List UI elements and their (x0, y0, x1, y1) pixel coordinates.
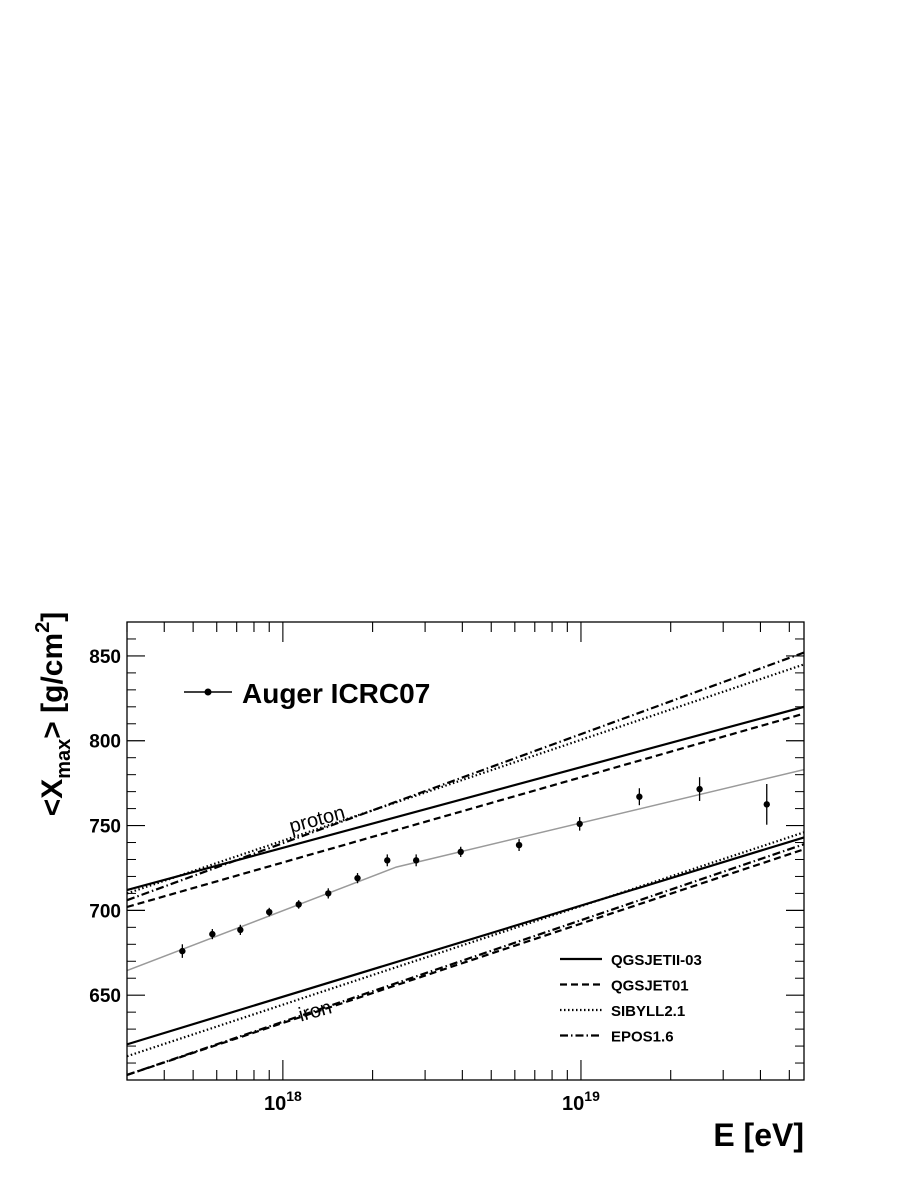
y-axis-title-post: ] (36, 612, 69, 622)
data-point (179, 947, 186, 955)
y-tick-label: 650 (89, 986, 121, 1007)
fit-curve-layer (127, 768, 804, 972)
data-point (325, 890, 332, 897)
x-tick-label-exponent: 19 (584, 1088, 600, 1104)
legend-model-label: QGSJET01 (611, 978, 689, 995)
model-line-dashed-proton (127, 712, 804, 909)
x-tick-label-base: 10 (264, 1093, 286, 1115)
x-axis-title: E [eV] (713, 1117, 804, 1153)
data-point (576, 820, 583, 828)
legend-model-label: SIBYLL2.1 (611, 1003, 685, 1020)
data-point (354, 874, 361, 882)
legend-auger-label: Auger ICRC07 (242, 678, 430, 709)
data-point (457, 848, 464, 856)
model-line-dashdot-proton (127, 651, 804, 902)
x-tick-label: 1019 (562, 1088, 600, 1115)
data-point (237, 926, 244, 934)
y-axis-title-pre: <X (36, 779, 69, 817)
legend-model-label: QGSJETII-03 (611, 952, 702, 969)
data-point (696, 785, 703, 793)
y-tick-label: 750 (89, 817, 121, 838)
model-line-dashed-iron (127, 848, 804, 1076)
y-axis-title: <Xmax> [g/cm2] (32, 612, 75, 817)
plot-frame (126, 621, 805, 1081)
data-point (515, 841, 523, 849)
data-point (384, 857, 391, 864)
y-tick-label: 850 (89, 647, 121, 668)
y-axis-title-sub: max (53, 739, 75, 779)
model-lines (127, 651, 804, 1076)
fit-curve (127, 768, 804, 972)
data-point (209, 930, 216, 938)
model-line-dashdot-iron (127, 843, 804, 1076)
x-tick-label-exponent: 18 (286, 1088, 302, 1104)
data-point (266, 908, 273, 916)
model-line-dotted-iron (127, 831, 804, 1058)
legends: Auger ICRC07 QGSJETII-03 QGSJET01 SIBYLL2.1… (184, 678, 702, 1046)
y-tick-label: 700 (89, 901, 121, 922)
data-point (763, 801, 770, 808)
data-point (295, 901, 302, 908)
model-line-solid-iron (127, 836, 804, 1046)
legend-auger-marker (204, 688, 212, 696)
y-axis-title-mid: > [g/cm (36, 633, 69, 739)
legend-model-label: EPOS1.6 (611, 1029, 674, 1046)
y-tick-label: 800 (89, 732, 121, 753)
x-tick-label: 1018 (264, 1088, 302, 1115)
data-point (412, 857, 420, 864)
y-axis-title-sup: 2 (32, 622, 54, 633)
x-tick-label-base: 10 (562, 1093, 584, 1115)
data-points-layer (179, 777, 770, 958)
data-point (636, 793, 643, 800)
model-line-dotted-proton (127, 663, 804, 895)
